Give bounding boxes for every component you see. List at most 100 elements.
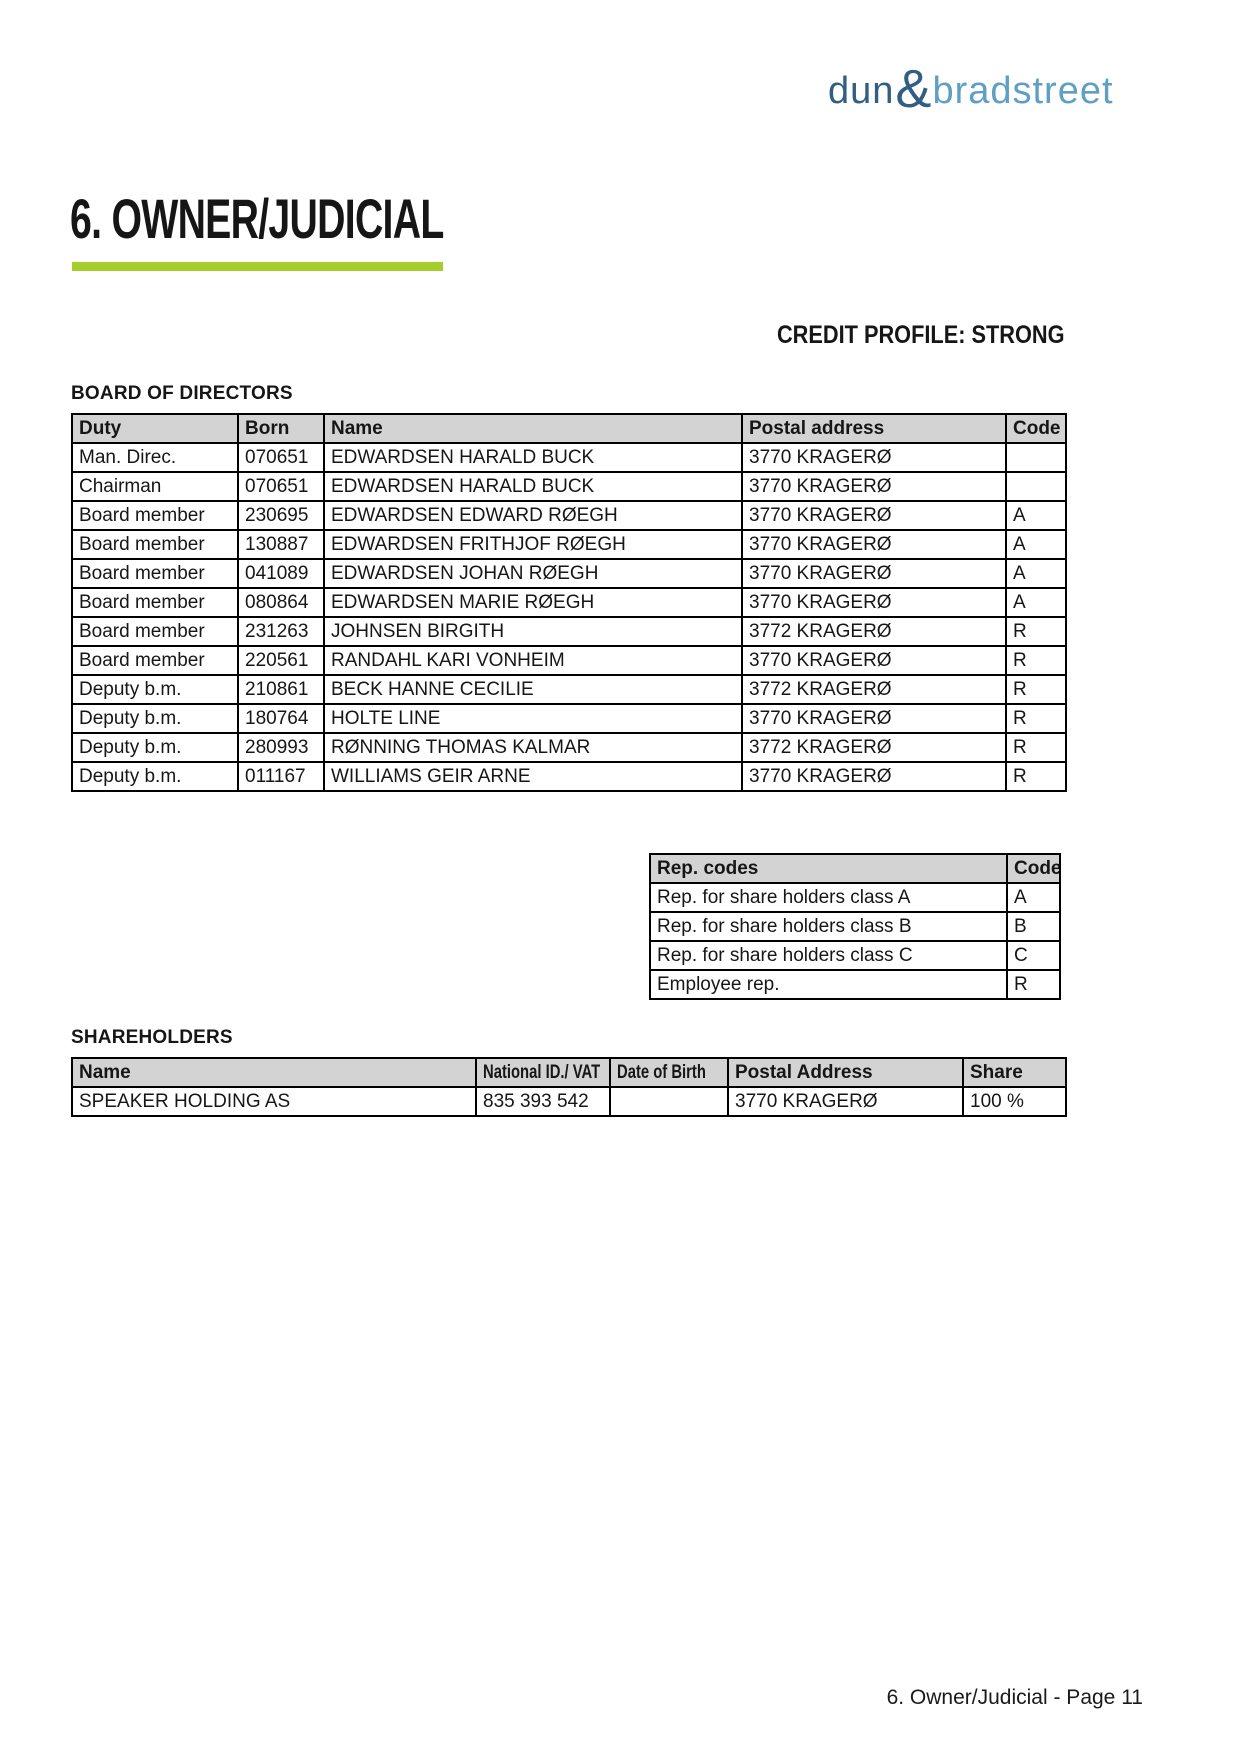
- table-row: Board member 130887 EDWARDSEN FRITHJOF RØE…: [71, 529, 1067, 560]
- column-header: Born: [237, 413, 325, 444]
- table-row: Deputy b.m. 011167 WILLIAMS GEIR ARNE 3770 …: [71, 761, 1067, 792]
- table-row: Deputy b.m. 280993 RØNNING THOMAS KALMAR 37…: [71, 732, 1067, 763]
- table-cell: 3770 KRAGERØ: [727, 1086, 964, 1117]
- table-cell: 220561: [237, 645, 325, 676]
- table-cell: R: [1005, 761, 1067, 792]
- table-cell: R: [1005, 674, 1067, 705]
- table-cell: EDWARDSEN EDWARD RØEGH: [323, 500, 743, 531]
- table-header-row: Rep. codes Code: [649, 853, 1061, 884]
- page-title: 6. OWNER/JUDICIAL: [70, 187, 444, 250]
- table-cell: Employee rep.: [649, 969, 1008, 1000]
- column-header: Share: [962, 1057, 1067, 1088]
- table-cell: JOHNSEN BIRGITH: [323, 616, 743, 647]
- table-cell: HOLTE LINE: [323, 703, 743, 734]
- table-cell: 231263: [237, 616, 325, 647]
- table-cell: [1005, 442, 1067, 473]
- table-cell: 3770 KRAGERØ: [741, 529, 1007, 560]
- table-cell: 3770 KRAGERØ: [741, 587, 1007, 618]
- table-cell: Deputy b.m.: [71, 732, 239, 763]
- table-cell: 3770 KRAGERØ: [741, 761, 1007, 792]
- table-cell: Board member: [71, 529, 239, 560]
- table-cell: R: [1005, 616, 1067, 647]
- table-cell: 070651: [237, 442, 325, 473]
- table-cell: 070651: [237, 471, 325, 502]
- table-cell: A: [1005, 587, 1067, 618]
- table-cell: Man. Direc.: [71, 442, 239, 473]
- table-cell: Board member: [71, 558, 239, 589]
- table-cell: EDWARDSEN HARALD BUCK: [323, 471, 743, 502]
- table-row: Employee rep. R: [649, 969, 1061, 1000]
- table-cell: Board member: [71, 587, 239, 618]
- table-cell: Board member: [71, 616, 239, 647]
- table-cell: SPEAKER HOLDING AS: [71, 1086, 477, 1117]
- credit-profile-label: CREDIT PROFILE: STRONG: [777, 321, 1065, 349]
- table-cell: Board member: [71, 645, 239, 676]
- table-cell: 3772 KRAGERØ: [741, 674, 1007, 705]
- table-cell: 041089: [237, 558, 325, 589]
- table-cell: 3770 KRAGERØ: [741, 645, 1007, 676]
- table-cell: 3770 KRAGERØ: [741, 442, 1007, 473]
- table-cell: Rep. for share holders class C: [649, 940, 1008, 971]
- dnb-logo: dun & bradstreet: [828, 59, 1114, 119]
- column-header: Duty: [71, 413, 239, 444]
- table-cell: RØNNING THOMAS KALMAR: [323, 732, 743, 763]
- table-cell: Rep. for share holders class B: [649, 911, 1008, 942]
- shareholders-table: Name National ID./ VAT Date of Birth Postal…: [71, 1057, 1067, 1117]
- table-cell: 3770 KRAGERØ: [741, 558, 1007, 589]
- table-row: Chairman 070651 EDWARDSEN HARALD BUCK 3770 …: [71, 471, 1067, 502]
- board-of-directors-table: Duty Born Name Postal address Code Man. Dire…: [71, 413, 1067, 792]
- column-header: National ID./ VAT: [475, 1057, 611, 1088]
- table-cell: 080864: [237, 587, 325, 618]
- table-cell: 3772 KRAGERØ: [741, 616, 1007, 647]
- table-cell: R: [1006, 969, 1061, 1000]
- table-row: Board member 080864 EDWARDSEN MARIE RØEGH 3…: [71, 587, 1067, 618]
- column-header: Name: [71, 1057, 477, 1088]
- table-row: Man. Direc. 070651 EDWARDSEN HARALD BUCK 37…: [71, 442, 1067, 473]
- table-row: Board member 231263 JOHNSEN BIRGITH 3772 KR…: [71, 616, 1067, 647]
- table-header-row: Duty Born Name Postal address Code: [71, 413, 1067, 444]
- table-cell: Chairman: [71, 471, 239, 502]
- table-cell: Rep. for share holders class A: [649, 882, 1008, 913]
- column-header: Name: [323, 413, 743, 444]
- logo-ampersand-icon: &: [895, 59, 932, 119]
- table-row: SPEAKER HOLDING AS 835 393 542 3770 KRAGER…: [71, 1086, 1067, 1117]
- table-cell: 835 393 542: [475, 1086, 611, 1117]
- table-cell: EDWARDSEN HARALD BUCK: [323, 442, 743, 473]
- table-cell: 011167: [237, 761, 325, 792]
- table-cell: C: [1006, 940, 1061, 971]
- table-cell: Board member: [71, 500, 239, 531]
- table-cell: EDWARDSEN JOHAN RØEGH: [323, 558, 743, 589]
- table-cell: 180764: [237, 703, 325, 734]
- column-header: Code: [1005, 413, 1067, 444]
- table-cell: A: [1006, 882, 1061, 913]
- table-row: Board member 041089 EDWARDSEN JOHAN RØEGH 3…: [71, 558, 1067, 589]
- table-cell: 280993: [237, 732, 325, 763]
- table-cell: 130887: [237, 529, 325, 560]
- table-cell: 230695: [237, 500, 325, 531]
- table-cell: A: [1005, 529, 1067, 560]
- column-header: Postal address: [741, 413, 1007, 444]
- shareholders-heading: SHAREHOLDERS: [71, 1027, 233, 1048]
- column-header: Rep. codes: [649, 853, 1008, 884]
- table-row: Deputy b.m. 210861 BECK HANNE CECILIE 3772 …: [71, 674, 1067, 705]
- table-cell: 3770 KRAGERØ: [741, 703, 1007, 734]
- table-cell: 100 %: [962, 1086, 1067, 1117]
- table-cell: Deputy b.m.: [71, 674, 239, 705]
- logo-text-dun: dun: [828, 70, 895, 113]
- table-cell: EDWARDSEN MARIE RØEGH: [323, 587, 743, 618]
- table-cell: 3770 KRAGERØ: [741, 471, 1007, 502]
- table-cell: RANDAHL KARI VONHEIM: [323, 645, 743, 676]
- table-cell: [1005, 471, 1067, 502]
- table-cell: R: [1005, 732, 1067, 763]
- table-cell: R: [1005, 645, 1067, 676]
- table-header-row: Name National ID./ VAT Date of Birth Postal…: [71, 1057, 1067, 1088]
- logo-text-bradstreet: bradstreet: [932, 70, 1114, 113]
- column-header: Postal Address: [727, 1057, 964, 1088]
- table-cell: BECK HANNE CECILIE: [323, 674, 743, 705]
- table-cell: 3770 KRAGERØ: [741, 500, 1007, 531]
- table-row: Board member 220561 RANDAHL KARI VONHEIM 37…: [71, 645, 1067, 676]
- title-accent-bar: [72, 262, 443, 271]
- table-cell: WILLIAMS GEIR ARNE: [323, 761, 743, 792]
